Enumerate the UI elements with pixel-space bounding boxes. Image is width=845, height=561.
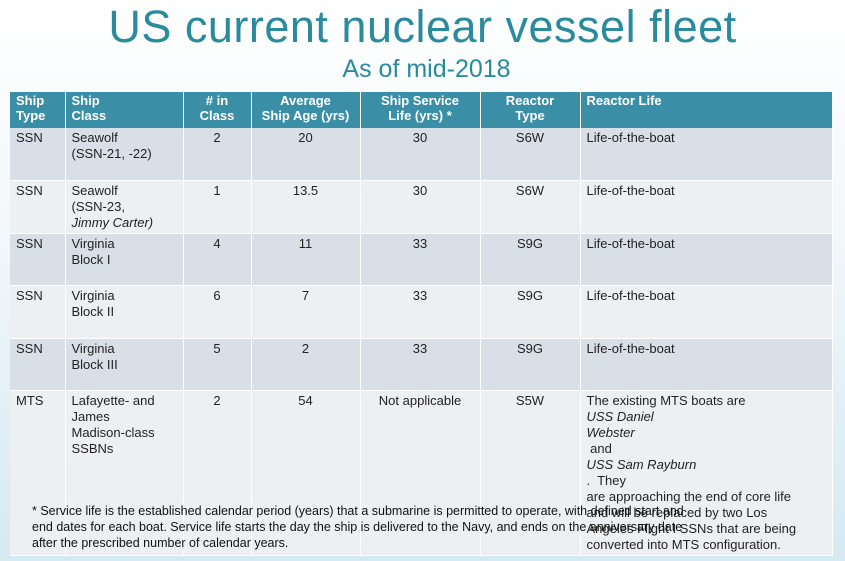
table-row: SSN Seawolf (SSN-21, -22) 2 20 30 S6W Lif… bbox=[10, 128, 833, 181]
cell-reactor-life: Life-of-the-boat bbox=[580, 180, 833, 234]
header-service-life: Ship Service Life (yrs) * bbox=[360, 92, 481, 128]
cell-num-in-class: 2 bbox=[183, 128, 252, 181]
cell-num-in-class: 4 bbox=[183, 233, 252, 286]
cell-num-in-class: 2 bbox=[183, 390, 252, 556]
header-reactor-type: Reactor Type bbox=[480, 92, 581, 128]
table-row: SSN Virginia Block I 4 11 33 S9G Life-of-… bbox=[10, 233, 833, 286]
table-row: MTS Lafayette- and James Madison-class SSBN… bbox=[10, 390, 833, 556]
header-ship-type: Ship Type bbox=[10, 92, 66, 128]
page-title: US current nuclear vessel fleet bbox=[108, 1, 737, 52]
cell-average-age: 2 bbox=[251, 338, 361, 391]
cell-reactor-life: Life-of-the-boat bbox=[580, 285, 833, 339]
page-subtitle: As of mid-2018 bbox=[342, 55, 511, 83]
table-header-row: Ship Type Ship Class # in Class Average Ship… bbox=[10, 92, 833, 128]
cell-service-life: Not applicable bbox=[360, 390, 481, 556]
cell-average-age: 20 bbox=[251, 128, 361, 181]
cell-ship-type: SSN bbox=[10, 285, 66, 339]
cell-service-life: 33 bbox=[360, 338, 481, 391]
cell-reactor-type: S5W bbox=[480, 390, 581, 556]
cell-reactor-life: Life-of-the-boat bbox=[580, 128, 833, 181]
header-ship-class: Ship Class bbox=[65, 92, 184, 128]
cell-ship-type: SSN bbox=[10, 233, 66, 286]
cell-average-age: 11 bbox=[251, 233, 361, 286]
cell-reactor-life: Life-of-the-boat bbox=[580, 233, 833, 286]
fleet-table: Ship Type Ship Class # in Class Average Ship… bbox=[10, 92, 833, 556]
cell-ship-class: Seawolf (SSN-21, -22) bbox=[65, 128, 184, 181]
cell-average-age: 7 bbox=[251, 285, 361, 339]
table-row: SSN Seawolf (SSN-23, Jimmy Carter) 1 13.5 … bbox=[10, 180, 833, 234]
cell-num-in-class: 1 bbox=[183, 180, 252, 234]
cell-service-life: 30 bbox=[360, 128, 481, 181]
cell-num-in-class: 5 bbox=[183, 338, 252, 391]
header-reactor-life: Reactor Life bbox=[580, 92, 833, 128]
cell-reactor-type: S9G bbox=[480, 338, 581, 391]
cell-ship-class: Lafayette- and James Madison-class SSBNs bbox=[65, 390, 184, 556]
header-average-age: Average Ship Age (yrs) bbox=[251, 92, 361, 128]
cell-reactor-type: S6W bbox=[480, 128, 581, 181]
cell-ship-type: SSN bbox=[10, 128, 66, 181]
cell-ship-type: SSN bbox=[10, 338, 66, 391]
cell-average-age: 54 bbox=[251, 390, 361, 556]
cell-ship-class: Virginia Block I bbox=[65, 233, 184, 286]
cell-reactor-type: S9G bbox=[480, 285, 581, 339]
cell-reactor-type: S9G bbox=[480, 233, 581, 286]
cell-ship-class: Virginia Block II bbox=[65, 285, 184, 339]
table-row: SSN Virginia Block II 6 7 33 S9G Life-of-… bbox=[10, 285, 833, 339]
footnote-line: end dates for each boat. Service life st… bbox=[32, 520, 683, 534]
cell-ship-type: SSN bbox=[10, 180, 66, 234]
footnote-line: * Service life is the established calend… bbox=[32, 504, 684, 518]
cell-average-age: 13.5 bbox=[251, 180, 361, 234]
cell-reactor-life: Life-of-the-boat bbox=[580, 338, 833, 391]
footnote-line: after the prescribed number of calendar … bbox=[32, 536, 289, 550]
cell-ship-class: Seawolf (SSN-23, Jimmy Carter) bbox=[65, 180, 184, 234]
cell-service-life: 30 bbox=[360, 180, 481, 234]
cell-service-life: 33 bbox=[360, 285, 481, 339]
footnote: * Service life is the established calend… bbox=[32, 503, 822, 551]
table-row: SSN Virginia Block III 5 2 33 S9G Life-of… bbox=[10, 338, 833, 391]
cell-reactor-life: The existing MTS boats are USS Daniel Web… bbox=[580, 390, 833, 556]
header-num-in-class: # in Class bbox=[183, 92, 252, 128]
cell-ship-type: MTS bbox=[10, 390, 66, 556]
cell-reactor-type: S6W bbox=[480, 180, 581, 234]
cell-num-in-class: 6 bbox=[183, 285, 252, 339]
cell-ship-class: Virginia Block III bbox=[65, 338, 184, 391]
cell-service-life: 33 bbox=[360, 233, 481, 286]
